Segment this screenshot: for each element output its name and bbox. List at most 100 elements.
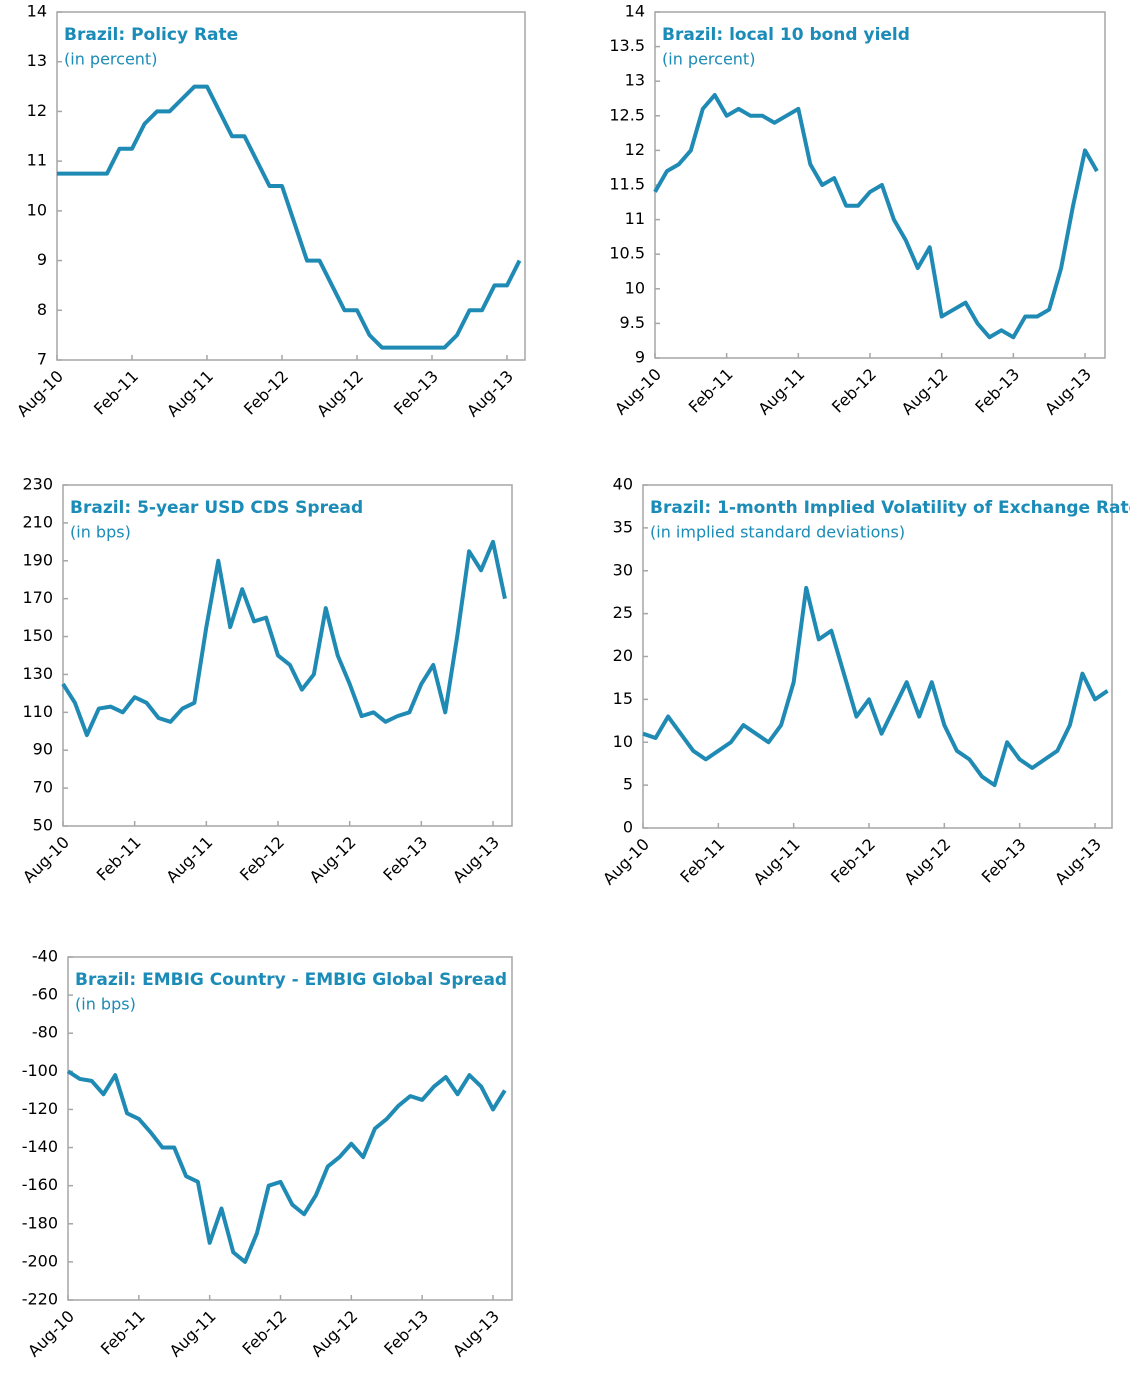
y-tick-label: 10.5 bbox=[609, 244, 645, 263]
x-tick-label: Aug-12 bbox=[900, 835, 954, 889]
y-tick-label: -40 bbox=[32, 947, 58, 966]
y-tick-label: 11 bbox=[27, 151, 47, 170]
chart-title: Brazil: EMBIG Country - EMBIG Global Spr… bbox=[75, 970, 507, 990]
y-tick-label: 25 bbox=[613, 603, 633, 622]
x-tick-label: Aug-12 bbox=[313, 367, 367, 421]
chart-subtitle: (in bps) bbox=[75, 995, 136, 1014]
plot-frame bbox=[62, 484, 513, 827]
x-tick-label: Aug-13 bbox=[1051, 835, 1105, 889]
y-tick-label: -60 bbox=[32, 985, 58, 1004]
y-tick-label: 230 bbox=[22, 475, 53, 494]
y-tick-label: 8 bbox=[37, 300, 47, 319]
data-line bbox=[66, 1069, 507, 1264]
y-tick-label: -100 bbox=[22, 1061, 58, 1080]
y-tick-label: 110 bbox=[22, 702, 53, 721]
plot-frame bbox=[56, 11, 526, 361]
y-tick-label: 70 bbox=[33, 778, 53, 797]
x-tick-label: Feb-12 bbox=[236, 833, 288, 885]
x-tick-label: Feb-13 bbox=[971, 365, 1023, 417]
y-tick-label: 20 bbox=[613, 646, 633, 665]
chart-subtitle: (in bps) bbox=[70, 523, 131, 542]
chart-subtitle: (in percent) bbox=[662, 50, 755, 69]
data-line bbox=[61, 539, 507, 738]
chart-title: Brazil: 1-month Implied Volatility of Ex… bbox=[650, 498, 1130, 518]
y-tick-label: 10 bbox=[625, 278, 645, 297]
y-tick-label: 12 bbox=[625, 140, 645, 159]
y-tick-label: 9 bbox=[635, 348, 645, 367]
y-tick-label: -200 bbox=[22, 1251, 58, 1270]
x-tick-label: Aug-13 bbox=[1041, 365, 1095, 419]
x-tick-label: Feb-12 bbox=[239, 1307, 291, 1359]
x-tick-label: Aug-10 bbox=[19, 833, 73, 887]
x-tick-label: Feb-12 bbox=[827, 835, 879, 887]
x-tick-label: Aug-13 bbox=[463, 367, 517, 421]
x-tick-label: Feb-12 bbox=[240, 367, 292, 419]
x-tick-label: Aug-12 bbox=[306, 833, 360, 887]
x-tick-label: Aug-12 bbox=[898, 365, 952, 419]
y-tick-label: -180 bbox=[22, 1213, 58, 1232]
y-tick-label: 15 bbox=[613, 689, 633, 708]
y-tick-label: 50 bbox=[33, 816, 53, 835]
y-tick-label: 0 bbox=[623, 818, 633, 837]
data-line bbox=[653, 93, 1099, 340]
x-tick-label: Aug-12 bbox=[307, 1307, 361, 1361]
y-tick-label: -160 bbox=[22, 1175, 58, 1194]
y-tick-label: 210 bbox=[22, 512, 53, 531]
x-tick-label: Feb-11 bbox=[93, 833, 145, 885]
y-tick-label: 10 bbox=[613, 732, 633, 751]
y-tick-label: 7 bbox=[37, 350, 47, 369]
y-tick-label: 150 bbox=[22, 626, 53, 645]
y-tick-label: 13 bbox=[27, 51, 47, 70]
x-tick-label: Feb-11 bbox=[685, 365, 737, 417]
y-tick-label: 170 bbox=[22, 588, 53, 607]
data-line bbox=[642, 585, 1109, 788]
y-tick-label: -120 bbox=[22, 1099, 58, 1118]
y-tick-label: 9.5 bbox=[620, 313, 645, 332]
y-tick-label: 13 bbox=[625, 71, 645, 90]
y-tick-label: 190 bbox=[22, 550, 53, 569]
y-tick-label: 13.5 bbox=[609, 36, 645, 55]
y-tick-label: 10 bbox=[27, 200, 47, 219]
x-tick-label: Aug-13 bbox=[449, 1307, 503, 1361]
y-tick-label: 12.5 bbox=[609, 105, 645, 124]
x-tick-label: Aug-10 bbox=[611, 365, 665, 419]
x-tick-label: Feb-11 bbox=[676, 835, 728, 887]
x-tick-label: Aug-10 bbox=[24, 1307, 78, 1361]
x-tick-label: Feb-11 bbox=[97, 1307, 149, 1359]
x-tick-label: Aug-11 bbox=[166, 1307, 220, 1361]
y-tick-label: 35 bbox=[613, 517, 633, 536]
chart-subtitle: (in implied standard deviations) bbox=[650, 523, 905, 542]
y-tick-label: -140 bbox=[22, 1137, 58, 1156]
data-line bbox=[57, 84, 522, 350]
chart-title: Brazil: local 10 bond yield bbox=[662, 25, 910, 45]
y-tick-label: 130 bbox=[22, 664, 53, 683]
x-tick-label: Feb-11 bbox=[90, 367, 142, 419]
y-tick-label: 90 bbox=[33, 740, 53, 759]
y-tick-label: 30 bbox=[613, 560, 633, 579]
plot-frame bbox=[67, 956, 513, 1301]
y-tick-label: 40 bbox=[613, 475, 633, 494]
x-tick-label: Aug-11 bbox=[750, 835, 804, 889]
chart-title: Brazil: 5-year USD CDS Spread bbox=[70, 498, 363, 518]
y-tick-label: 5 bbox=[623, 775, 633, 794]
x-tick-label: Aug-11 bbox=[163, 367, 217, 421]
x-tick-label: Feb-13 bbox=[978, 835, 1030, 887]
y-tick-label: 12 bbox=[27, 101, 47, 120]
y-tick-label: -80 bbox=[32, 1023, 58, 1042]
y-tick-label: 14 bbox=[625, 2, 645, 21]
y-tick-label: 14 bbox=[27, 2, 47, 21]
x-tick-label: Aug-10 bbox=[599, 835, 653, 889]
y-tick-label: -220 bbox=[22, 1290, 58, 1309]
x-tick-label: Feb-13 bbox=[380, 1307, 432, 1359]
x-tick-label: Aug-11 bbox=[162, 833, 216, 887]
y-tick-label: 11 bbox=[625, 209, 645, 228]
x-tick-label: Feb-12 bbox=[828, 365, 880, 417]
x-tick-label: Aug-10 bbox=[13, 367, 67, 421]
x-tick-label: Aug-11 bbox=[754, 365, 808, 419]
chart-subtitle: (in percent) bbox=[64, 50, 157, 69]
y-tick-label: 11.5 bbox=[609, 175, 645, 194]
y-tick-label: 9 bbox=[37, 250, 47, 269]
chart-title: Brazil: Policy Rate bbox=[64, 25, 238, 45]
x-tick-label: Feb-13 bbox=[379, 833, 431, 885]
